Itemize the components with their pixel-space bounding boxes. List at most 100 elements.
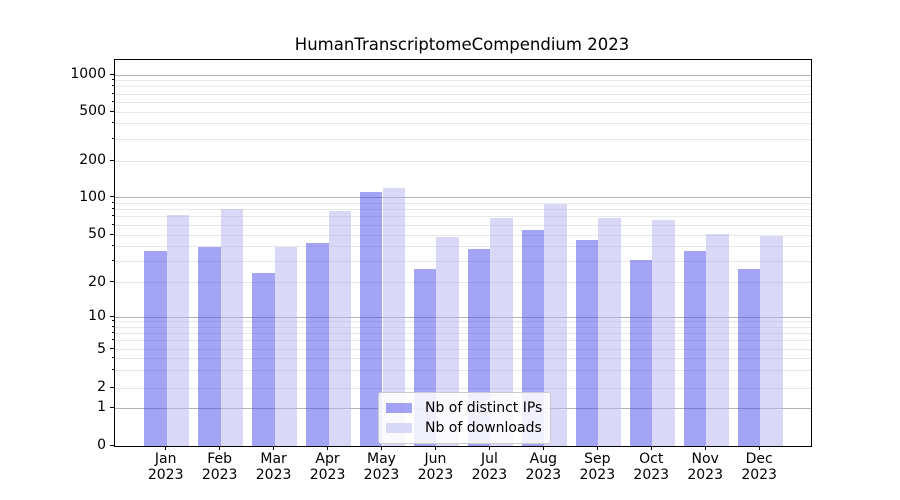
y-tick-label: 1 <box>97 399 106 415</box>
x-tick-label-nov: Nov 2023 <box>675 451 735 483</box>
y-minor-tick-mark <box>111 320 114 322</box>
x-tick-mark <box>165 446 167 450</box>
y-tick-mark <box>110 233 114 235</box>
bar-downloads-oct <box>652 219 675 446</box>
bar-downloads-jan <box>166 215 190 446</box>
x-tick-label-sep: Sep 2023 <box>567 451 627 483</box>
y-minor-tick-mark <box>111 223 114 225</box>
y-minor-tick-mark <box>111 332 114 334</box>
x-tick-label-mar: Mar 2023 <box>244 451 304 483</box>
x-tick-mark <box>434 446 437 450</box>
plot-area <box>114 59 812 447</box>
major-gridline <box>115 74 811 76</box>
bar-distinct-ips-oct <box>629 259 653 446</box>
minor-gridline <box>115 246 811 248</box>
legend: Nb of distinct IPs Nb of downloads <box>378 392 551 444</box>
x-label-year: 2023 <box>147 466 184 483</box>
x-label-month: Jan <box>154 451 177 467</box>
minor-gridline <box>115 260 811 262</box>
x-tick-mark <box>219 446 221 450</box>
bar-downloads-apr <box>328 210 351 446</box>
x-tick-mark <box>326 446 329 450</box>
y-tick-label: 100 <box>79 188 106 205</box>
minor-gridline <box>115 80 811 82</box>
x-tick-label-oct: Oct 2023 <box>621 451 681 483</box>
chart-title: HumanTranscriptomeCompendium 2023 <box>294 35 630 54</box>
x-label-month: Nov <box>691 451 719 467</box>
y-minor-tick-mark <box>111 122 114 124</box>
minor-gridline <box>115 209 811 211</box>
y-tick-label: 20 <box>88 273 106 290</box>
y-minor-tick-mark <box>111 325 114 327</box>
x-tick-label-apr: Apr 2023 <box>298 451 358 483</box>
x-label-year: 2023 <box>255 466 292 483</box>
y-minor-tick-mark <box>111 100 114 102</box>
y-tick-label: 2 <box>97 379 106 395</box>
x-label-year: 2023 <box>633 466 670 483</box>
bar-downloads-aug <box>544 203 567 446</box>
x-label-year: 2023 <box>309 466 346 483</box>
minor-gridline <box>115 111 811 113</box>
legend-label-downloads: Nb of downloads <box>425 420 542 436</box>
x-label-month: Sep <box>584 451 611 467</box>
x-label-month: Dec <box>745 451 773 467</box>
x-label-year: 2023 <box>201 466 238 483</box>
bar-distinct-ips-feb <box>198 246 221 446</box>
bar-distinct-ips-may <box>360 192 383 446</box>
bar-downloads-mar <box>274 246 297 446</box>
minor-gridline <box>115 101 811 103</box>
x-label-month: Feb <box>207 451 233 467</box>
x-tick-mark <box>273 446 275 450</box>
x-tick-mark <box>596 446 598 450</box>
bar-downloads-nov <box>706 233 729 446</box>
minor-gridline <box>115 340 811 342</box>
major-gridline <box>115 316 811 318</box>
x-tick-label-jun: Jun 2023 <box>405 451 465 483</box>
x-label-month: Jul <box>480 451 498 467</box>
minor-gridline <box>115 282 811 283</box>
x-label-year: 2023 <box>417 466 454 483</box>
x-tick-label-jul: Jul 2023 <box>459 451 519 483</box>
y-tick-mark <box>110 406 114 408</box>
y-minor-tick-mark <box>111 357 114 359</box>
legend-label-distinct-ips: Nb of distinct IPs <box>425 400 543 416</box>
bar-distinct-ips-jan <box>144 250 167 446</box>
y-tick-mark <box>110 196 114 198</box>
x-tick-mark <box>650 446 652 450</box>
x-tick-mark <box>542 446 544 450</box>
y-tick-mark <box>110 281 114 283</box>
x-label-month: Aug <box>529 451 558 467</box>
bar-distinct-ips-sep <box>575 240 599 446</box>
legend-item-downloads: Nb of downloads <box>386 418 542 438</box>
x-tick-mark <box>488 446 490 450</box>
x-tick-label-aug: Aug 2023 <box>513 451 573 483</box>
x-label-month: Oct <box>639 451 664 467</box>
y-tick-mark <box>110 73 114 75</box>
y-tick-mark <box>110 386 114 388</box>
minor-gridline <box>115 138 811 140</box>
bar-distinct-ips-dec <box>737 268 761 446</box>
y-tick-label: 0 <box>97 437 106 453</box>
y-tick-mark <box>110 348 114 350</box>
bar-downloads-may <box>382 187 405 446</box>
legend-swatch-distinct-ips <box>386 403 412 413</box>
minor-gridline <box>115 216 811 218</box>
y-minor-tick-mark <box>111 215 114 217</box>
x-label-year: 2023 <box>363 466 400 483</box>
bar-distinct-ips-nov <box>683 250 707 446</box>
x-label-year: 2023 <box>687 466 723 483</box>
x-tick-mark <box>758 446 760 450</box>
y-tick-mark <box>110 315 114 317</box>
x-label-month: Jun <box>424 451 447 467</box>
y-tick-label: 5 <box>97 340 106 357</box>
minor-gridline <box>115 333 811 335</box>
bar-downloads-feb <box>220 208 244 446</box>
y-tick-mark <box>110 159 114 161</box>
minor-gridline <box>115 202 811 204</box>
minor-gridline <box>115 86 811 88</box>
major-gridline <box>115 197 811 198</box>
bar-downloads-dec <box>760 236 783 446</box>
x-tick-mark <box>380 446 383 450</box>
minor-gridline <box>115 93 811 95</box>
